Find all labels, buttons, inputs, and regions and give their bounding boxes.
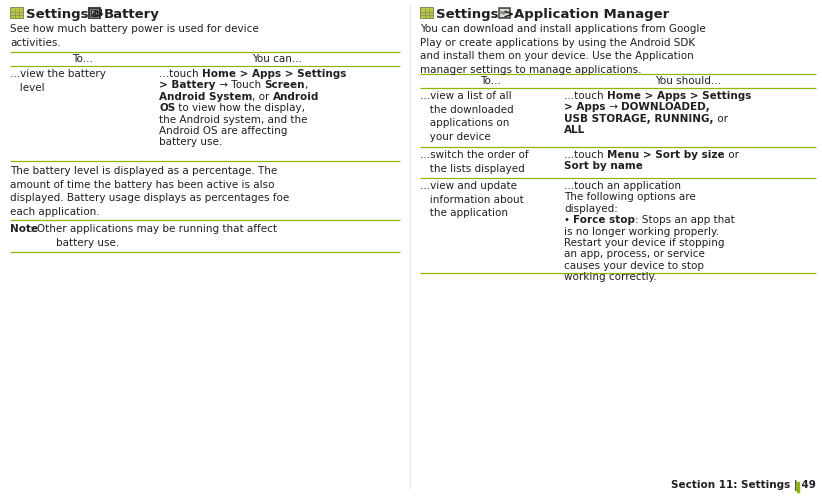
Text: DOWNLOADED,: DOWNLOADED,	[621, 102, 709, 112]
Text: Settings >: Settings >	[26, 8, 109, 21]
Text: Android System: Android System	[159, 92, 252, 102]
Text: You can...: You can...	[252, 54, 302, 64]
Text: is no longer working properly.: is no longer working properly.	[564, 227, 719, 237]
Text: or: or	[713, 114, 727, 124]
Text: ,: ,	[304, 80, 307, 90]
Text: The following options are: The following options are	[564, 193, 695, 203]
Bar	[498, 7, 510, 18]
Text: causes your device to stop: causes your device to stop	[564, 261, 704, 271]
Text: To...: To...	[479, 76, 501, 86]
Text: The battery level is displayed as a percentage. The
amount of time the battery h: The battery level is displayed as a perc…	[10, 166, 289, 217]
Text: ...touch: ...touch	[159, 69, 202, 79]
Text: •: •	[564, 215, 573, 225]
Circle shape	[506, 10, 508, 12]
Text: : Other applications may be running that affect
        battery use.: : Other applications may be running that…	[30, 224, 277, 248]
Text: Android OS are affecting: Android OS are affecting	[159, 126, 288, 136]
Text: to view how the display,: to view how the display,	[175, 103, 305, 113]
Text: Home > Apps > Settings: Home > Apps > Settings	[607, 91, 751, 101]
Text: Settings >: Settings >	[436, 8, 519, 21]
Bar	[10, 7, 23, 18]
Text: ...view and update
   information about
   the application: ...view and update information about the…	[420, 181, 524, 218]
Text: an app, process, or service: an app, process, or service	[564, 250, 705, 259]
Text: or: or	[724, 150, 738, 160]
Text: ...touch: ...touch	[564, 91, 607, 101]
Text: OS: OS	[159, 103, 175, 113]
Text: Application Manager: Application Manager	[514, 8, 669, 21]
Bar	[420, 7, 433, 18]
Text: ALL: ALL	[564, 125, 585, 135]
Text: → Touch: → Touch	[215, 80, 264, 90]
Text: Sort by name: Sort by name	[564, 161, 643, 171]
Text: ...view a list of all
   the downloaded
   applications on
   your device: ...view a list of all the downloaded app…	[420, 91, 514, 142]
Text: ...switch the order of
   the lists displayed: ...switch the order of the lists display…	[420, 150, 529, 174]
Text: , or: , or	[252, 92, 273, 102]
Text: displayed:: displayed:	[564, 204, 618, 214]
Text: You should...: You should...	[655, 76, 721, 86]
Text: You can download and install applications from Google
Play or create application: You can download and install application…	[420, 24, 706, 75]
Bar	[90, 9, 98, 17]
Text: ...view the battery
   level: ...view the battery level	[10, 69, 106, 93]
Text: ...touch: ...touch	[564, 150, 607, 160]
Text: Section 11: Settings | 49: Section 11: Settings | 49	[671, 480, 816, 491]
Polygon shape	[500, 12, 509, 14]
Text: Menu > Sort by size: Menu > Sort by size	[607, 150, 724, 160]
Text: Battery: Battery	[104, 8, 159, 21]
Bar	[88, 7, 100, 18]
Text: the Android system, and the: the Android system, and the	[159, 115, 307, 125]
Text: See how much battery power is used for device
activities.: See how much battery power is used for d…	[10, 24, 259, 47]
Text: Home > Apps > Settings: Home > Apps > Settings	[202, 69, 346, 79]
Text: Restart your device if stopping: Restart your device if stopping	[564, 238, 724, 248]
Text: ...touch an application: ...touch an application	[564, 181, 681, 191]
Text: > Battery: > Battery	[159, 80, 215, 90]
Bar	[100, 9, 102, 16]
Text: To...: To...	[72, 54, 93, 64]
Text: battery use.: battery use.	[159, 137, 222, 147]
Text: working correctly.: working correctly.	[564, 272, 657, 282]
Text: USB STORAGE, RUNNING,: USB STORAGE, RUNNING,	[564, 114, 713, 124]
Text: Note: Note	[10, 224, 38, 234]
Bar	[500, 9, 509, 17]
Text: > Apps: > Apps	[564, 102, 606, 112]
Text: Force stop: Force stop	[573, 215, 635, 225]
Text: Screen: Screen	[264, 80, 304, 90]
Text: →: →	[606, 102, 621, 112]
Text: : Stops an app that: : Stops an app that	[635, 215, 735, 225]
Text: Android: Android	[273, 92, 320, 102]
